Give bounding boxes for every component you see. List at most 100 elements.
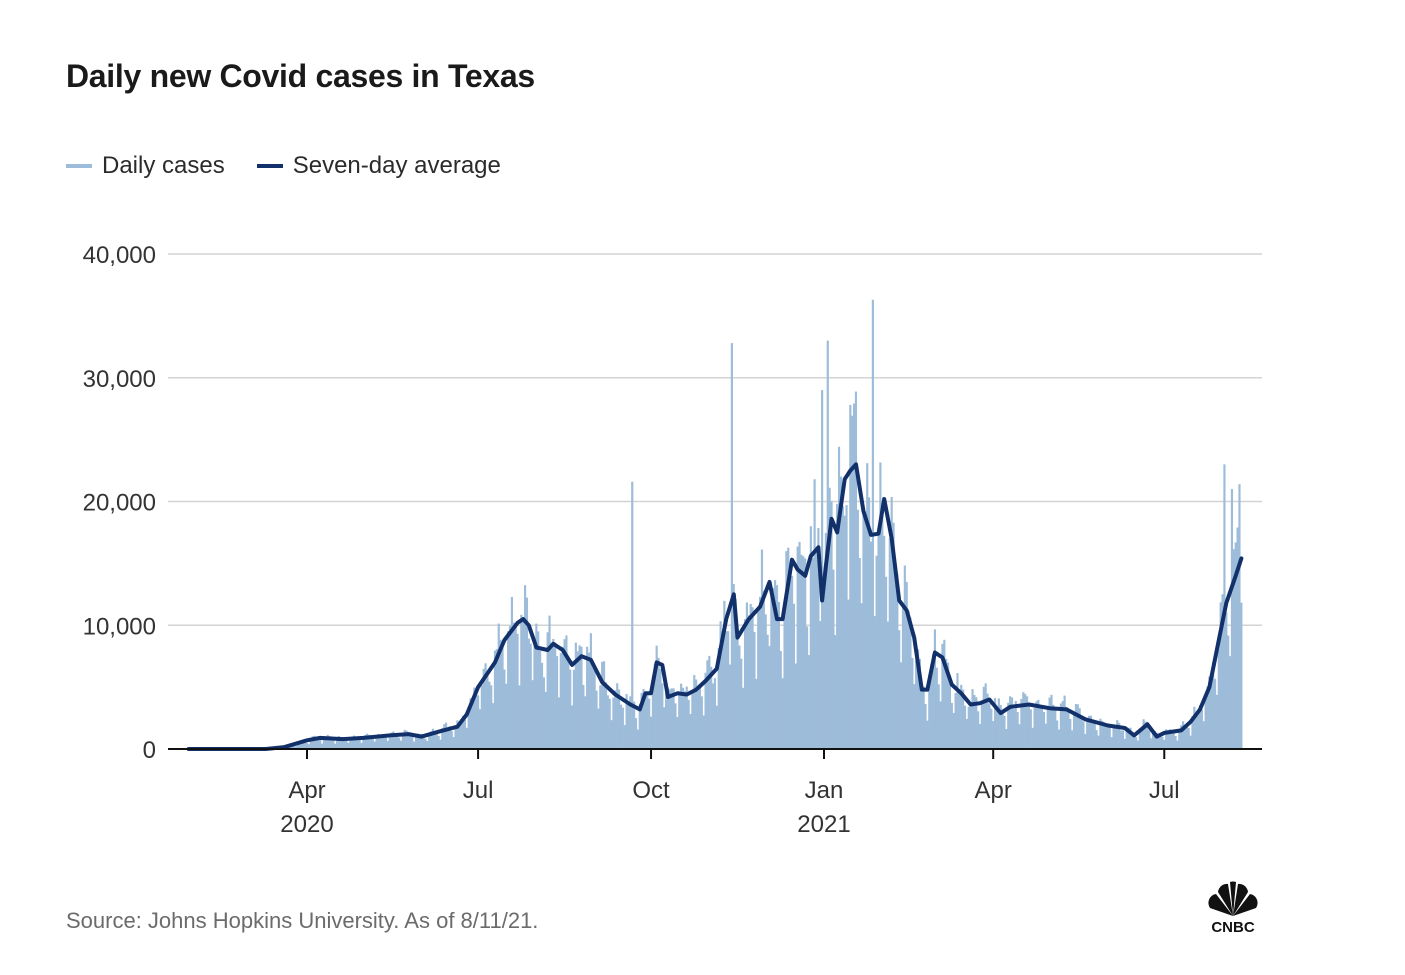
daily-bar xyxy=(742,687,745,749)
daily-bar xyxy=(747,615,750,749)
daily-bar xyxy=(1012,709,1015,749)
daily-bar xyxy=(988,703,991,749)
daily-bar xyxy=(926,720,929,749)
daily-bar xyxy=(559,653,562,749)
daily-bar xyxy=(367,734,371,749)
daily-bar xyxy=(978,723,982,749)
daily-bar xyxy=(1071,730,1074,749)
daily-bar xyxy=(554,642,557,749)
daily-bar xyxy=(922,686,925,749)
daily-bar xyxy=(1148,730,1151,749)
daily-bar xyxy=(775,585,779,749)
daily-bar xyxy=(377,734,380,749)
daily-bar xyxy=(486,672,489,749)
daily-bar xyxy=(629,696,632,749)
daily-bar xyxy=(520,614,523,749)
daily-bar xyxy=(1103,722,1106,749)
daily-bar xyxy=(396,733,399,749)
daily-bar xyxy=(1033,707,1036,749)
daily-bar xyxy=(856,509,859,749)
daily-bar xyxy=(1191,716,1194,749)
daily-bar xyxy=(928,684,931,749)
daily-bar xyxy=(875,555,878,749)
daily-bar xyxy=(696,690,700,749)
daily-bar xyxy=(766,634,769,749)
x-tick-label: Jul xyxy=(463,777,494,804)
daily-bar xyxy=(1178,731,1181,749)
daily-bar xyxy=(704,672,707,749)
daily-bar xyxy=(476,695,480,749)
daily-bar xyxy=(700,696,703,749)
daily-bar xyxy=(836,503,839,749)
daily-bar xyxy=(300,740,303,749)
daily-bar xyxy=(971,689,974,749)
daily-bar xyxy=(830,501,833,749)
daily-bar xyxy=(1238,484,1241,749)
daily-bar xyxy=(1069,718,1072,749)
daily-bar xyxy=(631,481,634,749)
daily-bar xyxy=(307,744,310,749)
daily-bar xyxy=(1136,740,1140,749)
daily-bar xyxy=(433,732,436,749)
daily-bar xyxy=(785,551,788,749)
daily-bar xyxy=(441,727,444,749)
daily-bar xyxy=(886,621,890,749)
daily-bar xyxy=(407,734,410,749)
daily-bar xyxy=(916,649,920,749)
daily-bar xyxy=(619,704,623,749)
daily-bar xyxy=(1035,701,1038,749)
daily-bar xyxy=(770,595,773,749)
daily-bar xyxy=(418,733,421,749)
daily-bar xyxy=(708,655,711,749)
daily-bar xyxy=(1025,696,1029,749)
daily-bar xyxy=(858,558,861,749)
daily-bar xyxy=(749,603,752,749)
daily-bar xyxy=(946,662,950,749)
y-tick-label: 10,000 xyxy=(83,613,156,640)
daily-bar xyxy=(918,658,921,749)
daily-bar xyxy=(1225,612,1228,749)
daily-bar xyxy=(510,597,514,749)
legend-swatch-average xyxy=(256,164,283,168)
daily-bar xyxy=(324,736,327,749)
daily-bar xyxy=(448,726,451,749)
daily-bar xyxy=(1072,714,1076,749)
daily-bar xyxy=(493,650,497,749)
daily-bar xyxy=(1087,715,1091,749)
daily-bar xyxy=(792,603,796,749)
daily-bar xyxy=(369,737,373,749)
daily-bar xyxy=(411,736,414,749)
daily-bar xyxy=(561,646,564,749)
daily-bar xyxy=(527,638,530,749)
daily-bar xyxy=(1187,727,1190,749)
daily-bar xyxy=(740,658,743,749)
daily-bar xyxy=(347,742,350,749)
daily-bar xyxy=(993,698,997,749)
legend: Daily cases Seven-day average xyxy=(66,152,533,180)
daily-bar xyxy=(851,415,854,749)
daily-bar xyxy=(796,546,799,749)
daily-bar xyxy=(332,739,335,749)
daily-bar xyxy=(608,698,611,749)
legend-item-daily-cases: Daily cases xyxy=(66,152,225,180)
daily-bar xyxy=(681,687,685,749)
daily-bar xyxy=(1054,709,1057,749)
daily-bar xyxy=(653,663,656,749)
daily-bar xyxy=(1061,701,1064,749)
daily-bar xyxy=(606,695,609,749)
daily-bar xyxy=(612,697,615,749)
daily-bar xyxy=(864,511,867,749)
x-tick-label: Jul xyxy=(1149,777,1180,804)
daily-bar xyxy=(320,743,324,749)
daily-bar xyxy=(664,690,668,749)
daily-bar xyxy=(1144,721,1147,749)
daily-bar xyxy=(956,673,959,749)
daily-bar xyxy=(373,741,376,749)
daily-bar xyxy=(990,708,993,749)
daily-bar xyxy=(563,639,566,749)
daily-bar xyxy=(969,703,972,749)
daily-bar xyxy=(576,651,579,749)
daily-bar xyxy=(633,701,636,749)
daily-bar xyxy=(1210,676,1213,749)
daily-bar xyxy=(1031,727,1034,749)
